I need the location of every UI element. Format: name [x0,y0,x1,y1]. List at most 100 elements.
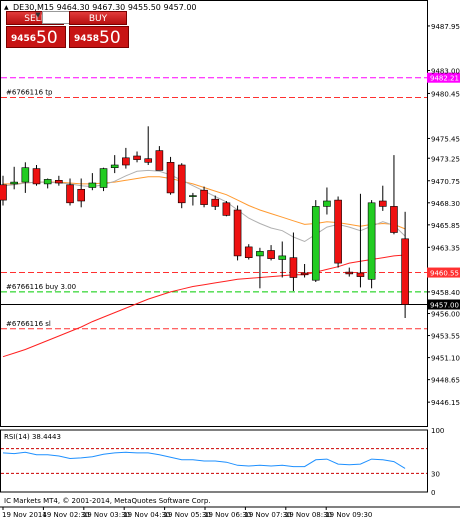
candle[interactable] [166,156,175,195]
rsi-tick-label: 30 [431,470,440,478]
candle[interactable] [378,185,387,211]
buy-price-button[interactable]: 9458 50 [69,26,129,48]
sell-price-minor: 50 [36,28,58,48]
level-price-tag-magenta [427,72,460,83]
candle[interactable] [334,196,342,268]
candle[interactable] [177,163,186,209]
candle[interactable] [55,175,63,186]
candle[interactable] [122,147,130,169]
candle[interactable] [110,155,119,174]
candle-body-bull [278,255,287,260]
price-tick-label: 9448.65 [431,377,460,385]
time-tick-label: 19 Nov 02:30 [42,511,89,519]
candle[interactable] [267,245,275,261]
candle-body-bear [222,202,231,216]
candle-body-bear [390,206,398,233]
candle[interactable] [323,187,331,215]
candle[interactable] [43,178,52,189]
price-tick-label: 9458.40 [431,289,460,297]
candle-body-bull [43,179,52,185]
candle-body-bear [267,250,275,259]
candle[interactable] [244,244,253,260]
candle[interactable] [77,178,85,208]
candle[interactable] [211,195,220,210]
candle-body-bull [10,181,18,185]
rsi-line [2,451,406,469]
candle-body-bear [345,271,354,275]
candle[interactable] [222,201,231,217]
candle-body-bull [323,200,331,207]
chart-menu-icon[interactable]: ▲ [4,4,9,11]
candle[interactable] [233,205,242,261]
price-tick-label: 9465.85 [431,222,460,230]
candle-body-bear [0,184,7,201]
candle-body-bull [21,167,30,183]
current-price-tag [427,299,460,310]
candle[interactable] [10,166,18,190]
candle-body-bear [177,164,186,204]
candle[interactable] [66,178,74,206]
candle-body-bear [356,272,365,277]
candle[interactable] [289,232,298,292]
candle-body-bear [211,198,220,207]
candle[interactable] [144,126,153,165]
level-label-buy: #6766116 buy 3.00 [6,283,76,291]
candle-body-bull [189,195,197,197]
candle[interactable] [401,211,409,318]
candle[interactable] [200,186,208,208]
candle[interactable] [356,193,365,288]
buy-price-major: 9458 [74,34,100,44]
candle[interactable] [0,175,7,206]
buy-price-minor: 50 [99,28,121,48]
candle-body-bull [110,164,119,168]
candle-body-bear [334,199,342,264]
candle-body-bear [55,180,63,184]
candle[interactable] [345,267,354,277]
time-tick-label: 19 Nov 05:30 [164,511,211,519]
rsi-tick-label: 0 [431,489,435,497]
time-tick-label: 19 Nov 08:30 [285,511,332,519]
candle-body-bear [233,209,242,257]
time-tick-label: 19 Nov 04:30 [123,511,170,519]
one-click-trading-panel: SELL ▼ 3.00 BUY 9456 50 9458 50 [4,11,131,49]
candle[interactable] [189,192,197,206]
candle-body-bear [401,238,409,305]
candle-body-bear [200,189,208,205]
sell-price-button[interactable]: 9456 50 [6,26,66,48]
candle[interactable] [300,264,309,278]
candle[interactable] [99,167,108,192]
candle-body-bull [99,168,108,188]
buy-button[interactable]: BUY [69,11,127,25]
candle[interactable] [390,155,398,235]
candle[interactable] [256,247,264,289]
rsi-label: RSI(14) 38.4443 [4,433,61,441]
price-tick-label: 9470.75 [431,178,460,186]
candle[interactable] [311,200,320,282]
ma-slow-line [2,254,406,358]
candle-body-bull [88,182,97,188]
price-tick-label: 9480.45 [431,90,460,98]
candle[interactable] [133,151,141,163]
time-tick-label: 19 Nov 09:30 [325,511,372,519]
level-price-tag-red [427,267,460,278]
price-tick-label: 9473.25 [431,155,460,163]
sell-price-major: 9456 [11,34,37,44]
candle-body-bear [122,157,130,166]
candle[interactable] [32,165,41,186]
copyright-text: IC Markets MT4, © 2001-2014, MetaQuotes … [4,497,211,505]
candle[interactable] [367,200,376,289]
candle[interactable] [278,241,287,278]
candle[interactable] [21,162,30,193]
candle[interactable] [155,146,164,171]
price-tick-label: 9487.95 [431,23,460,31]
candle-body-bull [311,206,320,281]
volume-down-arrow-icon[interactable]: ▼ [35,11,41,19]
candle-body-bear [144,158,153,163]
candle-body-bull [367,202,376,280]
price-tick-label: 9475.45 [431,135,460,143]
candle-body-bear [77,189,85,202]
candle[interactable] [88,173,97,191]
price-tick-label: 9453.55 [431,333,460,341]
candle-body-bear [32,168,41,185]
